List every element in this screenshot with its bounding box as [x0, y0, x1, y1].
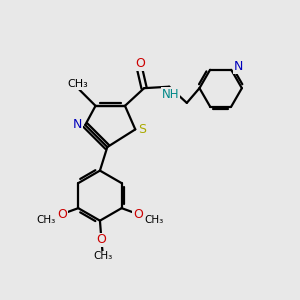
- Text: O: O: [135, 57, 145, 70]
- Text: N: N: [73, 118, 82, 131]
- Text: CH₃: CH₃: [36, 215, 56, 225]
- Text: O: O: [133, 208, 143, 220]
- Text: S: S: [138, 123, 146, 136]
- Text: CH₃: CH₃: [144, 215, 164, 225]
- Text: CH₃: CH₃: [68, 79, 88, 89]
- Text: NH: NH: [162, 88, 179, 100]
- Text: N: N: [234, 60, 243, 74]
- Text: CH₃: CH₃: [93, 251, 112, 261]
- Text: O: O: [57, 208, 67, 220]
- Text: O: O: [97, 233, 106, 246]
